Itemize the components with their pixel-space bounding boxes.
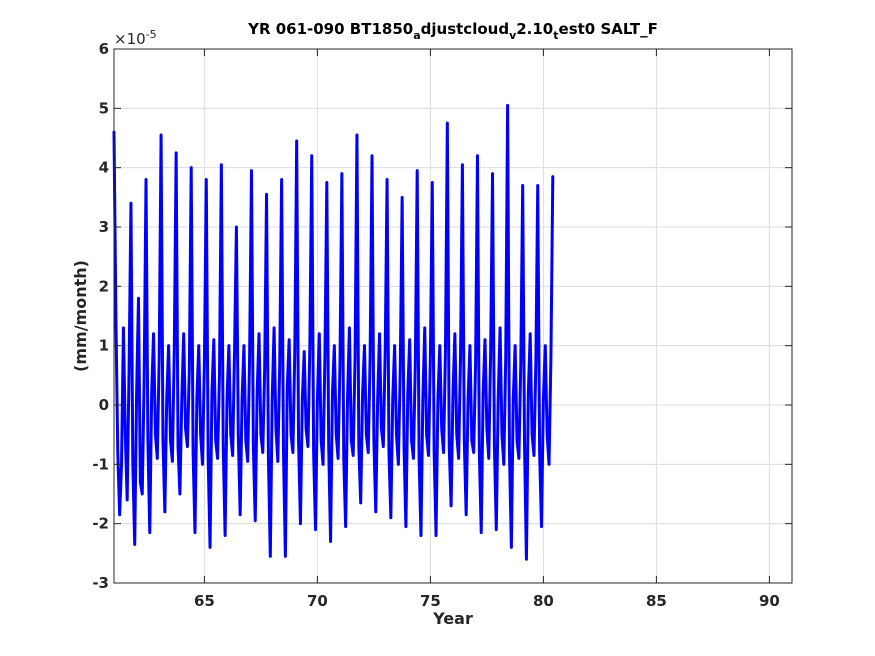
exponent-label: ×10-5 [114, 28, 157, 48]
x-tick-label: 65 [194, 592, 215, 610]
y-tick-label: -2 [92, 515, 109, 533]
x-tick-label: 90 [759, 592, 780, 610]
y-tick-label: -3 [92, 574, 109, 592]
title-sub-1: a [413, 29, 420, 42]
y-tick-label: 1 [99, 337, 109, 355]
title-part-3: 2.10 [516, 20, 553, 38]
x-tick-labels: 65 70 75 80 85 90 [194, 592, 780, 610]
x-tick-label: 80 [533, 592, 554, 610]
y-tick-label: 6 [99, 40, 109, 58]
title-sub-2: v [509, 29, 517, 42]
title-sub-3: t [553, 29, 558, 42]
series-layer [112, 103, 555, 561]
y-tick-label: 4 [99, 159, 109, 177]
x-axis-label: Year [432, 609, 473, 628]
y-tick-label: -1 [92, 455, 109, 473]
y-tick-label: 2 [99, 277, 109, 295]
y-tick-label: 5 [99, 99, 109, 117]
y-tick-label: 0 [99, 396, 109, 414]
title-part-1: YR 061-090 BT1850 [247, 20, 413, 38]
exponent-power: -5 [146, 28, 157, 41]
ticks [114, 48, 792, 584]
exponent-base: ×10 [114, 30, 146, 48]
title-part-2: djustcloud [421, 20, 509, 38]
chart-title: YR 061-090 BT1850adjustcloudv2.10test0 S… [247, 20, 658, 42]
plot-area [114, 49, 792, 583]
title-part-4: est0 SALT_F [559, 20, 658, 38]
plot-frame [113, 48, 793, 584]
y-tick-labels: -3 -2 -1 0 1 2 3 4 5 6 [92, 40, 109, 592]
series-line [112, 103, 555, 561]
y-axis-label: (mm/month) [71, 260, 90, 372]
x-tick-label: 70 [307, 592, 328, 610]
x-tick-label: 85 [646, 592, 667, 610]
y-tick-label: 3 [99, 218, 109, 236]
x-tick-label: 75 [420, 592, 441, 610]
